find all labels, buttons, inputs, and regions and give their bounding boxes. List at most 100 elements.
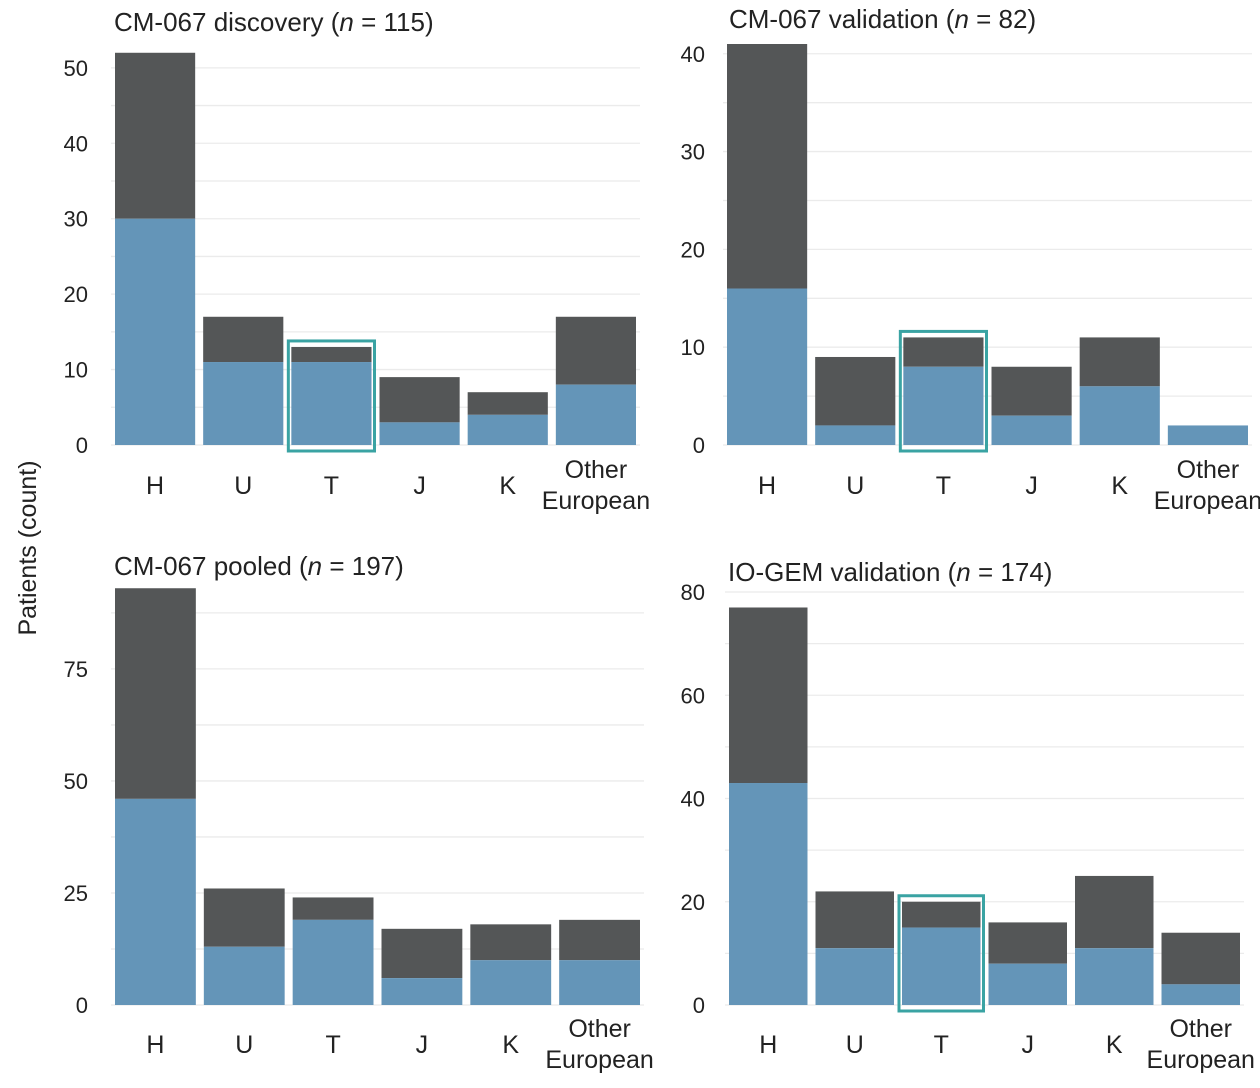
- x-tick-label: K: [1106, 1031, 1123, 1059]
- bar-lower-other-european: [1161, 984, 1240, 1005]
- x-tick-label: European: [542, 487, 650, 515]
- bar-lower-other-european: [1167, 425, 1248, 445]
- bar-upper-k: [1075, 875, 1154, 949]
- chart-title-text: CM-067 validation (: [729, 4, 955, 34]
- y-tick-label: 25: [64, 881, 88, 906]
- chart-title-text: IO-GEM validation (: [728, 557, 957, 587]
- x-tick-label: J: [1022, 1031, 1035, 1059]
- bar-lower-j: [988, 963, 1067, 1005]
- bar-lower-t: [291, 362, 372, 445]
- bar-lower-j: [379, 422, 460, 445]
- bar-lower-other-european: [555, 384, 636, 445]
- x-tick-label: H: [146, 1031, 164, 1059]
- bar-lower-u: [815, 425, 896, 445]
- highlight-box: [898, 329, 988, 453]
- x-tick-label: K: [499, 472, 516, 500]
- bar-upper-t: [291, 346, 372, 363]
- x-tick-label: J: [416, 1031, 429, 1059]
- bar-upper-other-european: [1161, 932, 1240, 985]
- x-tick-label: U: [846, 472, 864, 500]
- y-tick-label: 40: [681, 787, 705, 812]
- bar-lower-h: [115, 798, 196, 1005]
- bar-lower-u: [203, 946, 285, 1005]
- y-tick-label: 0: [76, 433, 88, 458]
- bar-upper-j: [991, 366, 1072, 416]
- x-tick-label: Other: [565, 456, 628, 484]
- bar-upper-h: [727, 44, 808, 289]
- chart-title: IO-GEM validation (n = 174): [728, 557, 1052, 587]
- bar-upper-u: [815, 356, 896, 426]
- panel-3: 0 25 50 75 CM-067 pooled (n = 197) H U T J K Other…: [64, 551, 654, 1074]
- bar-lower-u: [815, 948, 894, 1005]
- y-tick-label: 20: [681, 237, 705, 262]
- x-tick-label: European: [545, 1046, 653, 1074]
- chart-title-n: n: [339, 7, 353, 37]
- panel-1: 0 10 20 30 40 50 CM-067 discovery (n = 115) H U T…: [64, 7, 651, 515]
- x-tick-label: U: [846, 1031, 864, 1059]
- bar-lower-t: [902, 927, 981, 1005]
- bar-lower-k: [467, 414, 548, 445]
- bar-upper-h: [729, 607, 808, 784]
- bar-upper-k: [470, 924, 552, 961]
- highlight-box: [897, 894, 985, 1013]
- bar-lower-u: [203, 362, 284, 445]
- x-tick-label: T: [325, 1031, 340, 1059]
- x-tick-label: T: [936, 472, 951, 500]
- bar-upper-j: [381, 928, 463, 979]
- chart-title-text: CM-067 discovery (: [114, 7, 340, 37]
- chart-title-n: n: [308, 551, 322, 581]
- y-tick-label: 30: [681, 140, 705, 165]
- chart-title-count: = 174): [971, 557, 1053, 587]
- x-tick-label: European: [1154, 487, 1260, 515]
- bar-lower-h: [729, 783, 808, 1005]
- y-axis-label: Patients (count): [14, 460, 42, 635]
- y-tick-label: 0: [693, 993, 705, 1018]
- bar-lower-t: [292, 919, 374, 1005]
- bar-lower-h: [727, 288, 808, 445]
- bar-upper-other-european: [559, 919, 640, 961]
- chart-title: CM-067 discovery (n = 115): [114, 7, 434, 37]
- chart-title: CM-067 pooled (n = 197): [114, 551, 404, 581]
- x-tick-label: Other: [568, 1015, 631, 1043]
- y-tick-label: 40: [681, 42, 705, 67]
- x-tick-label: Other: [1177, 456, 1240, 484]
- bar-upper-k: [1079, 337, 1160, 387]
- panel-4: 0 20 40 60 80 IO-GEM validation (n = 174) H U T J…: [681, 557, 1255, 1074]
- bar-lower-k: [470, 960, 552, 1005]
- y-tick-label: 20: [681, 890, 705, 915]
- bar-upper-t: [292, 897, 374, 920]
- bar-upper-u: [815, 891, 894, 949]
- bar-lower-h: [115, 218, 196, 445]
- x-tick-label: T: [934, 1031, 949, 1059]
- x-tick-label: H: [758, 472, 776, 500]
- bar-lower-k: [1079, 386, 1160, 445]
- y-tick-label: 30: [64, 207, 88, 232]
- bar-upper-j: [988, 922, 1067, 964]
- y-tick-label: 10: [64, 358, 88, 383]
- y-tick-label: 50: [64, 56, 88, 81]
- x-tick-label: K: [1111, 472, 1128, 500]
- bar-upper-h: [115, 52, 196, 219]
- chart-title: CM-067 validation (n = 82): [729, 4, 1036, 34]
- bar-lower-j: [381, 978, 463, 1005]
- chart-title-n: n: [956, 557, 970, 587]
- x-tick-label: T: [324, 472, 339, 500]
- bar-upper-k: [467, 392, 548, 415]
- y-tick-label: 10: [681, 335, 705, 360]
- chart-title-n: n: [954, 4, 968, 34]
- chart-title-count: = 197): [322, 551, 404, 581]
- y-tick-label: 20: [64, 282, 88, 307]
- chart-title-count: = 115): [354, 7, 434, 37]
- x-tick-label: Other: [1169, 1015, 1232, 1043]
- bar-lower-other-european: [559, 960, 640, 1005]
- x-tick-label: H: [759, 1031, 777, 1059]
- chart-title-text: CM-067 pooled (: [114, 551, 308, 581]
- bar-lower-t: [903, 366, 984, 445]
- x-tick-label: U: [234, 472, 252, 500]
- x-tick-label: H: [146, 472, 164, 500]
- x-tick-label: J: [413, 472, 426, 500]
- y-tick-label: 80: [681, 580, 705, 605]
- highlight-box: [286, 339, 377, 453]
- bar-upper-j: [379, 377, 460, 423]
